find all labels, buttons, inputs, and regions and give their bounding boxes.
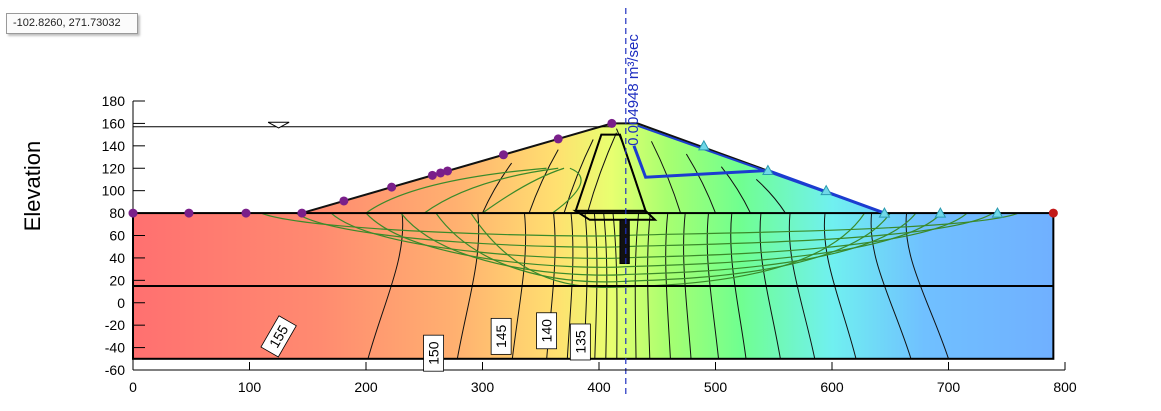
- contour-label: 135: [569, 323, 591, 361]
- contour-label: 150: [423, 334, 444, 372]
- x-tick-label: 800: [1053, 379, 1077, 395]
- flow-line: [400, 212, 917, 276]
- water-level-marker: [267, 121, 290, 129]
- y-tick-label: 140: [102, 138, 126, 154]
- y-tick-label: 0: [117, 295, 125, 311]
- equipotential-line: [755, 179, 786, 214]
- cutoff-wall: [619, 219, 630, 265]
- contour-label: 145: [490, 317, 512, 355]
- boundary-node: [297, 208, 307, 218]
- core-footing: [572, 209, 658, 221]
- contour-label-text: 140: [539, 319, 555, 343]
- contour-label-text: 145: [493, 324, 509, 348]
- equipotential-line: [511, 213, 527, 359]
- y-tick-label: -20: [105, 317, 125, 333]
- x-tick-label: 300: [471, 379, 495, 395]
- boundary-node: [443, 166, 453, 176]
- seepage-face-node: [991, 207, 1004, 218]
- x-tick-label: 700: [937, 379, 961, 395]
- equipotential-line: [905, 213, 949, 359]
- seepage-face-node: [698, 139, 710, 151]
- contour-label-box: [569, 323, 591, 361]
- y-tick-label: 180: [102, 93, 126, 109]
- flow-line: [435, 212, 891, 283]
- boundary-node: [387, 182, 397, 192]
- contour-label-text: 150: [426, 341, 442, 365]
- equipotential-line: [528, 149, 559, 214]
- contour-label-box: [490, 317, 512, 355]
- equipotential-line: [647, 213, 651, 359]
- boundary-node: [427, 170, 437, 180]
- contour-label-text: 135: [572, 330, 588, 354]
- equipotential-line: [563, 139, 594, 214]
- end-node: [1048, 208, 1058, 218]
- equipotential-line: [586, 132, 617, 214]
- contour-label: 155: [260, 315, 297, 358]
- boundary-node: [184, 208, 194, 218]
- boundary-node: [498, 150, 508, 160]
- flow-line: [423, 167, 559, 214]
- seepage-face-node: [934, 207, 947, 218]
- equipotential-line: [634, 213, 640, 359]
- equipotential-line: [685, 153, 716, 214]
- equipotential-line: [482, 162, 513, 214]
- boundary-node: [128, 208, 138, 218]
- x-tick-label: 200: [354, 379, 378, 395]
- flow-line: [365, 167, 547, 214]
- flow-line: [365, 212, 942, 268]
- y-tick-label: 20: [109, 272, 125, 288]
- coordinate-readout: -102.8260, 271.73032: [6, 13, 138, 34]
- equipotential-line: [665, 213, 671, 359]
- boundary-node: [241, 208, 251, 218]
- dam-outline: [301, 122, 885, 215]
- seepage-face-node: [762, 164, 774, 175]
- equipotential-line: [720, 166, 751, 214]
- x-tick-label: 0: [129, 379, 137, 395]
- flow-line: [482, 167, 565, 214]
- x-tick-label: 600: [820, 379, 844, 395]
- y-tick-label: -40: [105, 340, 125, 356]
- y-tick-label: 160: [102, 115, 126, 131]
- equipotential-line: [730, 213, 747, 359]
- equipotential-line: [823, 213, 857, 359]
- equipotential-line: [566, 213, 574, 359]
- boundary-node: [607, 118, 617, 128]
- contour-label-box: [536, 312, 557, 350]
- boundary-node: [339, 196, 349, 206]
- y-tick-label: -60: [105, 362, 125, 378]
- boundary-node: [436, 168, 446, 178]
- x-tick-label: 500: [704, 379, 728, 395]
- y-tick-label: 120: [102, 160, 126, 176]
- equipotential-line: [456, 213, 480, 359]
- x-tick-label: 100: [238, 379, 262, 395]
- head-color-fill: [133, 123, 1054, 359]
- flux-label-text: 0.004948 m³/sec: [625, 34, 642, 146]
- contour-label: 140: [536, 312, 557, 350]
- equipotential-line: [706, 213, 720, 359]
- y-tick-label: 40: [109, 250, 125, 266]
- y-tick-label: 100: [102, 183, 126, 199]
- equipotential-line: [367, 213, 404, 359]
- seepage-face-node: [820, 184, 833, 196]
- contour-label-box: [423, 334, 444, 372]
- y-tick-label: 80: [109, 205, 125, 221]
- downstream-face-drain: [637, 124, 885, 215]
- seepage-face-node: [878, 207, 891, 218]
- equipotential-line: [683, 213, 692, 359]
- contour-label-box: [260, 315, 297, 358]
- flux-label: 0.004948 m³/sec: [625, 34, 642, 146]
- equipotential-line: [788, 213, 816, 359]
- y-tick-label: 60: [109, 228, 125, 244]
- flow-line: [552, 167, 582, 214]
- equipotential-line: [759, 213, 781, 359]
- x-tick-label: 400: [587, 379, 611, 395]
- boundary-node: [553, 134, 563, 144]
